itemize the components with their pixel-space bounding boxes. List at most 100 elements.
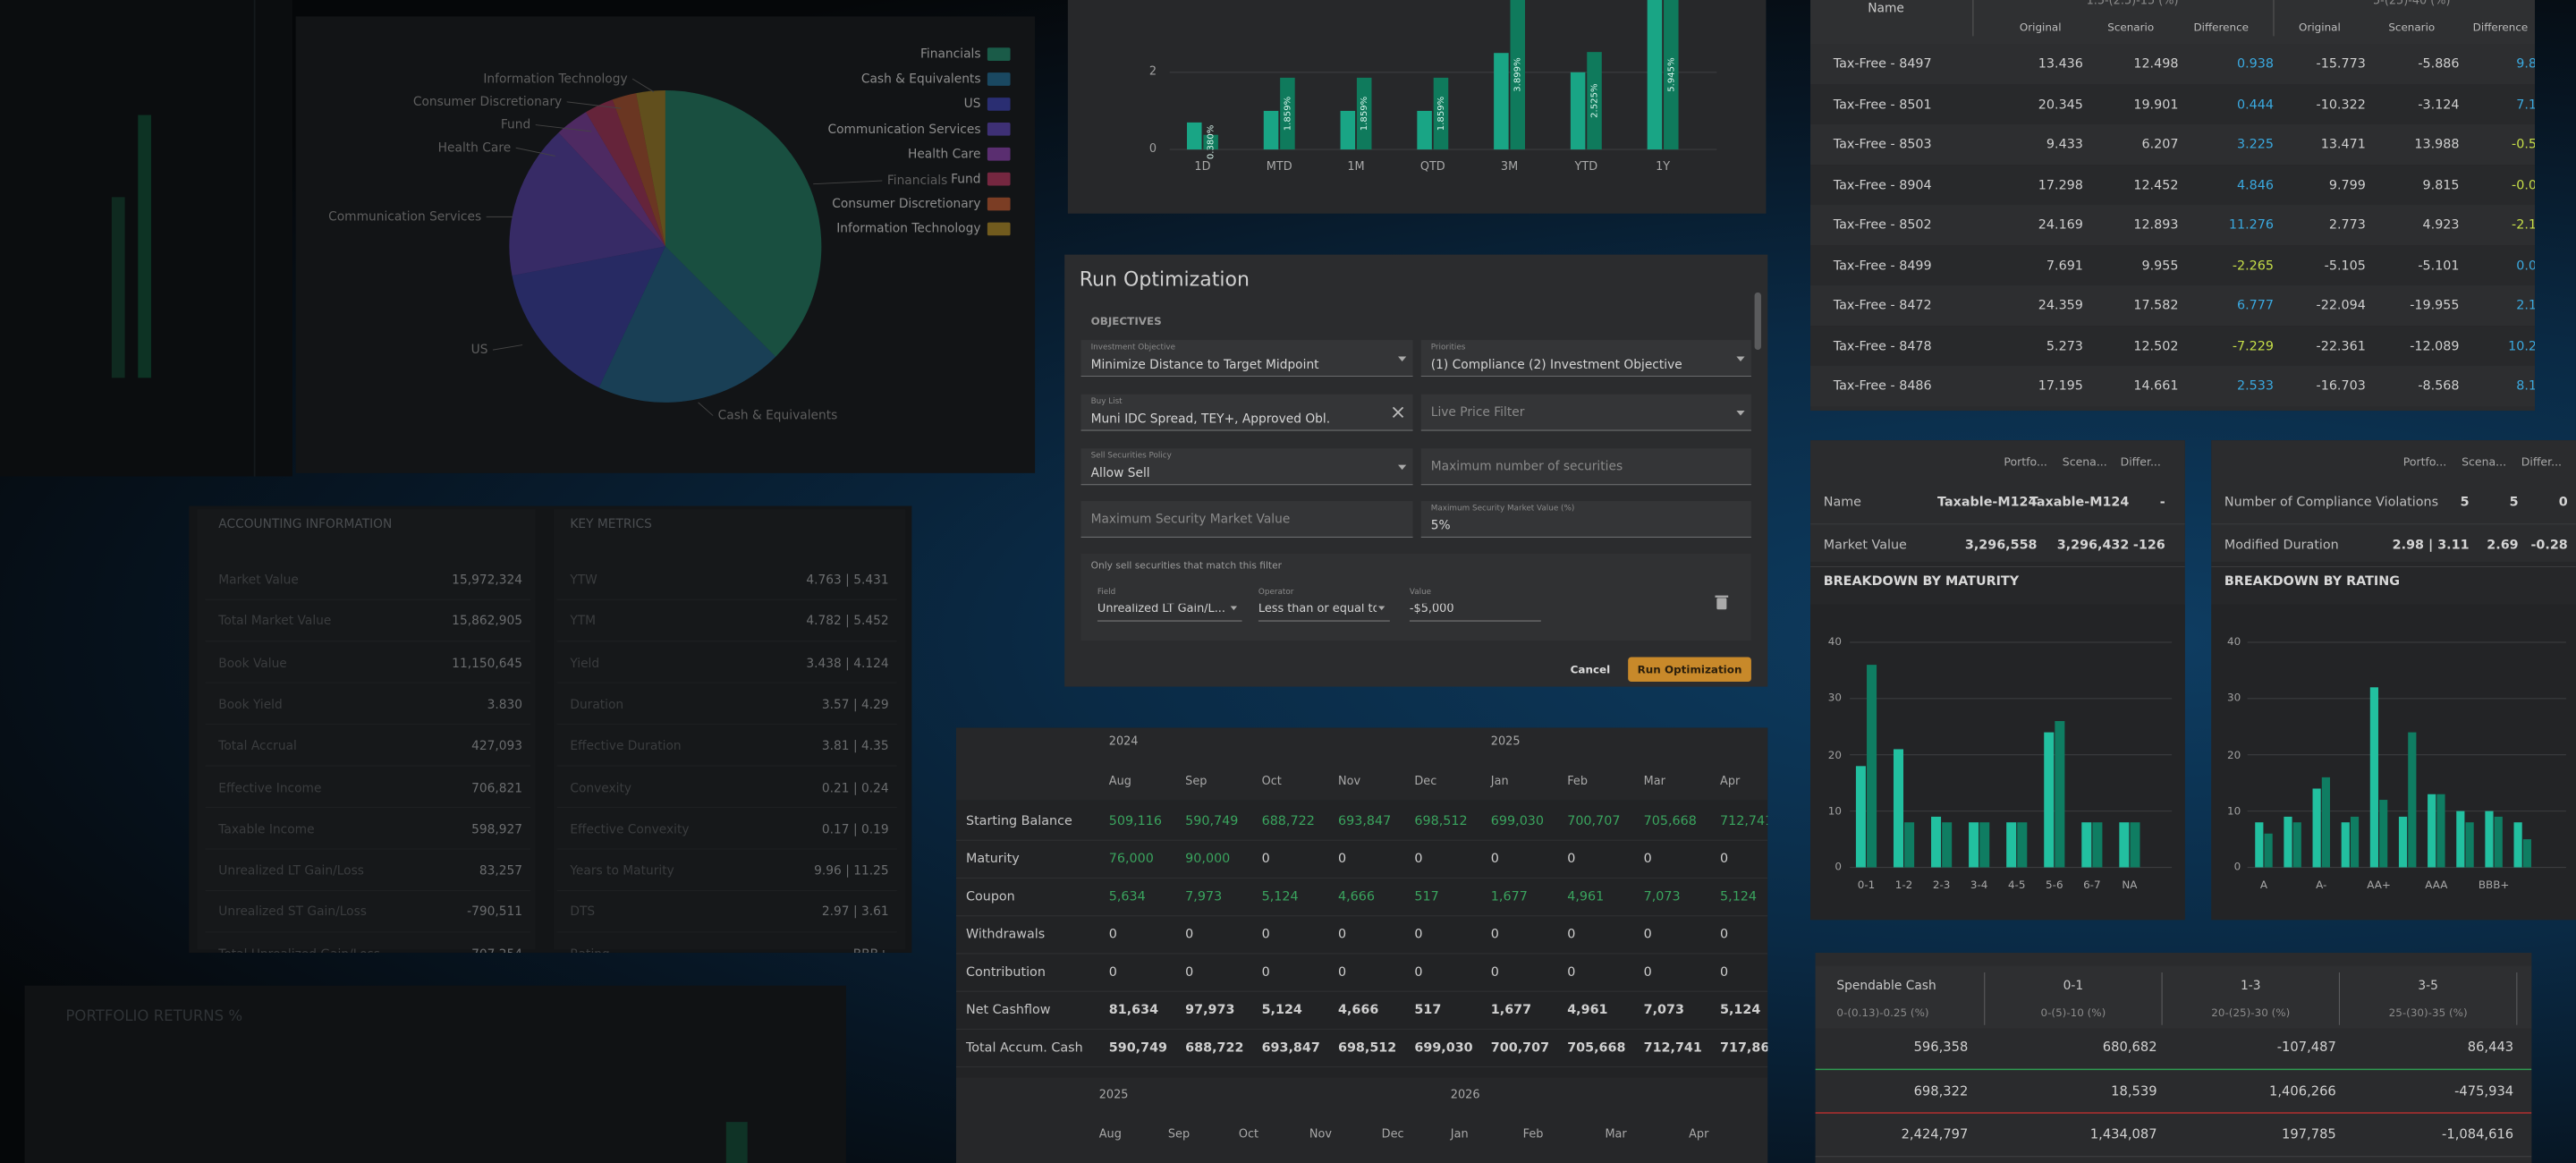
graphics <box>1810 0 2536 407</box>
metric-label: Unrealized LT Gain/Loss <box>218 862 364 879</box>
graphics <box>725 1122 748 1163</box>
metric-label: Convexity <box>570 779 632 795</box>
field-value: Muni IDC Spread, TEY+, Approved Obl. <box>1090 412 1331 426</box>
bar <box>2119 822 2130 868</box>
header-bg <box>2211 440 2576 562</box>
x-tick-label: 1-2 <box>1894 878 1913 892</box>
cell: 12.893 <box>2133 216 2179 233</box>
metric-value: -707,254 <box>467 947 522 953</box>
cell: 0 <box>1490 964 1499 980</box>
metric-value: 4.763 | 5.431 <box>806 572 889 587</box>
field-label: Field <box>1097 589 1116 598</box>
pie-slice <box>558 112 665 247</box>
legend-swatch <box>987 197 1011 211</box>
cancel-button[interactable]: Cancel <box>1570 662 1611 676</box>
row-label: Starting Balance <box>965 813 1072 828</box>
cell: - <box>2159 494 2165 510</box>
graphics: 0.380% 1.859% 1.859% 1.859% 3.899% 2.525% 5.94… <box>1169 0 1717 159</box>
cell: 2.69 <box>2487 537 2519 553</box>
column-header: Differ... <box>2120 455 2161 470</box>
cell: 5.273 <box>2046 337 2083 353</box>
column-header: Original <box>2299 21 2341 35</box>
x-tick-label: BBB+ <box>2478 878 2510 892</box>
legend-label: Communication Services <box>827 121 981 137</box>
cell: 2.139 <box>2516 297 2535 313</box>
section-title: OBJECTIVES <box>1090 315 1162 328</box>
metric-label: Effective Income <box>218 779 322 795</box>
bar <box>2130 822 2140 868</box>
cell: 0 <box>1567 926 1576 942</box>
cell: 705,668 <box>1643 813 1697 828</box>
slice-label: Consumer Discretionary <box>412 94 563 109</box>
slice-label: Health Care <box>437 140 512 156</box>
metric-value: 11,150,645 <box>452 655 523 670</box>
cell: 7.691 <box>2046 257 2083 273</box>
spendable-table: Spendable Cash 0-(0.13)-0.25 (%) 0-1 0-(5)-… <box>1815 952 2532 1163</box>
legend-swatch <box>987 122 1011 136</box>
portfolio-returns-panel: PORTFOLIO RETURNS % <box>24 985 846 1163</box>
field-value: Allow Sell <box>1090 466 1150 480</box>
cell: 509,116 <box>1108 813 1163 828</box>
metric-label: Rating <box>570 947 609 953</box>
slice-label: Fund <box>500 116 531 132</box>
cell: -475,934 <box>2454 1082 2514 1099</box>
cell: 5 <box>2460 494 2470 510</box>
bar <box>1280 77 1295 150</box>
cell: 0 <box>1490 926 1499 942</box>
run-button-label[interactable]: Run Optimization <box>1637 662 1742 676</box>
cell: 7,973 <box>1185 888 1223 904</box>
chart-title: BREAKDOWN BY RATING <box>2224 573 2400 589</box>
pie-slice <box>598 246 776 403</box>
bar <box>1931 816 1942 868</box>
row-name: Tax-Free - 8503 <box>1833 136 1932 152</box>
cell: 5,124 <box>1720 888 1758 904</box>
field-value: Minimize Distance to Target Midpoint <box>1090 358 1319 371</box>
metric-label: Duration <box>570 696 624 712</box>
cell: -16.703 <box>2316 378 2366 394</box>
cell: 17.582 <box>2133 297 2179 313</box>
cell: 13.988 <box>2414 136 2460 152</box>
x-tick-label: AAA <box>2425 878 2448 892</box>
row-label: Contribution <box>965 964 1046 980</box>
y-tick-label: 20 <box>2227 747 2241 761</box>
metric-value: 706,821 <box>471 779 523 795</box>
cell: 1,406,266 <box>2268 1082 2336 1099</box>
pie-slice <box>612 93 665 247</box>
cell: 688,722 <box>1185 1040 1244 1056</box>
filter-box <box>1080 553 1751 641</box>
month-header: Feb <box>1522 1127 1544 1142</box>
cell: 7.198 <box>2516 96 2535 112</box>
row-bg <box>1810 84 2536 125</box>
cell: 197,785 <box>2282 1126 2336 1142</box>
run-button[interactable] <box>1628 657 1751 683</box>
bar <box>2465 822 2474 868</box>
bar <box>2379 800 2388 868</box>
field-value: Unrealized LT Gain/L... <box>1097 603 1225 615</box>
y-tick-label: 30 <box>1827 692 1842 705</box>
row-bg <box>1810 124 2536 166</box>
faint-bar <box>725 1122 748 1163</box>
cell: 1,677 <box>1490 888 1528 904</box>
metric-value: 2.97 | 3.61 <box>821 904 889 920</box>
cell: -3.124 <box>2418 96 2460 112</box>
cell: 0 <box>1643 964 1652 980</box>
cell: 699,030 <box>1414 1040 1473 1056</box>
dropdown-caret <box>1398 356 1407 361</box>
cell: 4,961 <box>1567 1002 1608 1017</box>
column-header: Portfo... <box>2402 455 2447 470</box>
month-header: Mar <box>1643 774 1665 788</box>
cell: 5,124 <box>1261 1002 1302 1017</box>
legend-label: Information Technology <box>836 221 981 236</box>
column-header: Scena... <box>2462 455 2507 470</box>
cell: -7.229 <box>2232 337 2274 353</box>
input-field <box>1420 501 1751 538</box>
pie-slice <box>512 246 665 388</box>
row-name: Name <box>1823 494 1862 510</box>
leader-line <box>698 402 714 416</box>
cell: -2.150 <box>2512 216 2535 233</box>
metric-value: 3.57 | 4.29 <box>821 696 889 712</box>
cell: 712,741 <box>1720 813 1767 828</box>
cell: -12.089 <box>2410 337 2460 353</box>
metric-label: Book Yield <box>218 696 283 712</box>
